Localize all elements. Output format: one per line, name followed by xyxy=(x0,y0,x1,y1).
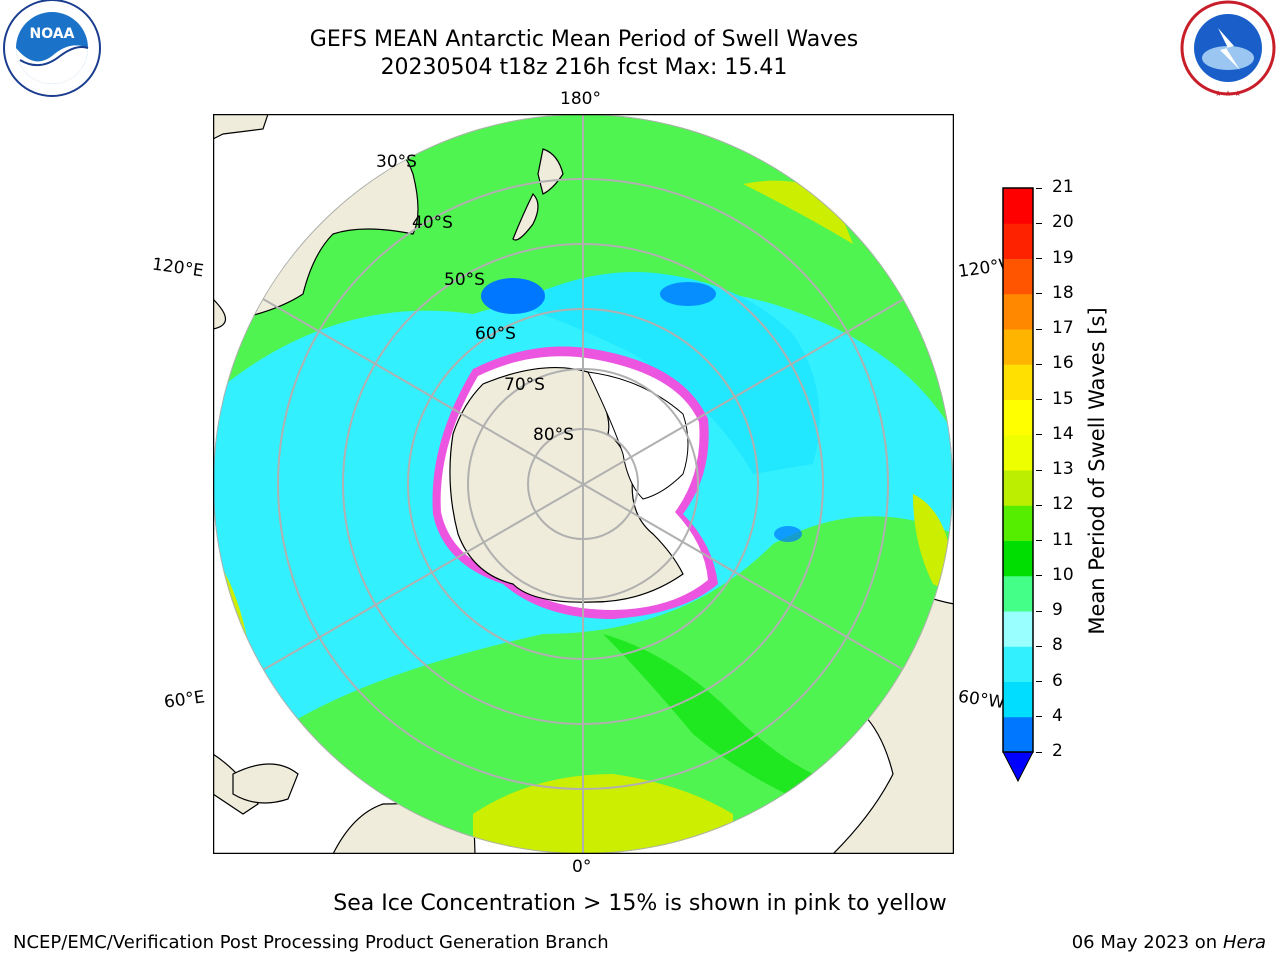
svg-text:NOAA: NOAA xyxy=(30,26,75,42)
title-line1: GEFS MEAN Antarctic Mean Period of Swell… xyxy=(309,27,859,52)
colorbar xyxy=(1002,187,1034,783)
lat-label-30s: 30°S xyxy=(376,152,417,172)
lon-label-60e: 60°E xyxy=(162,687,207,713)
colorbar-tick-label: 18 xyxy=(1052,282,1074,303)
colorbar-segment xyxy=(1003,611,1033,647)
colorbar-segment xyxy=(1003,505,1033,541)
colorbar-tick-mark xyxy=(1036,222,1042,224)
colorbar-tick-mark xyxy=(1036,716,1042,718)
lat-label-60s: 60°S xyxy=(475,324,516,344)
colorbar-tick-label: 14 xyxy=(1052,423,1074,444)
footer-date: 06 May 2023 on Hera xyxy=(1072,932,1266,953)
colorbar-tick-mark xyxy=(1036,469,1042,471)
colorbar-tick-mark xyxy=(1036,575,1042,577)
colorbar-tick-label: 19 xyxy=(1052,247,1074,268)
colorbar-tick-label: 10 xyxy=(1052,564,1074,585)
colorbar-tick-mark xyxy=(1036,610,1042,612)
colorbar-tick-label: 8 xyxy=(1052,635,1063,656)
colorbar-tick-mark xyxy=(1036,399,1042,400)
colorbar-segment xyxy=(1003,646,1033,682)
colorbar-tick-mark xyxy=(1036,258,1042,259)
colorbar-segment xyxy=(1003,434,1033,471)
colorbar-tick-mark xyxy=(1036,293,1042,295)
colorbar-tick-label: 15 xyxy=(1052,388,1074,409)
colorbar-segment xyxy=(1003,716,1033,753)
colorbar-tick-mark xyxy=(1036,363,1042,365)
colorbar-tick-mark xyxy=(1036,645,1042,647)
lat-label-50s: 50°S xyxy=(444,270,485,290)
svg-text:★ ★ ★: ★ ★ ★ xyxy=(1215,89,1242,98)
colorbar-tick-label: 11 xyxy=(1052,529,1074,550)
footer-date-text: 06 May 2023 on xyxy=(1071,932,1218,953)
footer-machine: Hera xyxy=(1222,932,1266,953)
colorbar-tick-label: 2 xyxy=(1052,741,1063,761)
colorbar-label: Mean Period of Swell Waves [s] xyxy=(1085,307,1109,635)
colorbar-segment xyxy=(1003,223,1033,259)
colorbar-segment xyxy=(1003,364,1033,400)
colorbar-tick-label: 9 xyxy=(1052,600,1063,620)
colorbar-tick-label: 17 xyxy=(1052,318,1074,338)
colorbar-tick-label: 12 xyxy=(1052,494,1074,515)
footer-branch: NCEP/EMC/Verification Post Processing Pr… xyxy=(13,932,609,953)
colorbar-tick-label: 21 xyxy=(1052,177,1074,197)
colorbar-tick-label: 16 xyxy=(1052,353,1074,374)
colorbar-segment xyxy=(1003,293,1033,330)
colorbar-tick-mark xyxy=(1036,751,1042,753)
lon-label-120e: 120°E xyxy=(150,254,205,282)
colorbar-segment xyxy=(1003,188,1033,224)
colorbar-tick-mark xyxy=(1036,540,1042,541)
colorbar-tick-mark xyxy=(1036,681,1042,682)
colorbar-segment xyxy=(1003,258,1033,295)
colorbar-tick-mark xyxy=(1036,434,1042,436)
footer-note: Sea Ice Concentration > 15% is shown in … xyxy=(333,891,947,916)
colorbar-tick-mark xyxy=(1036,504,1042,506)
lon-label-60w: 60°W xyxy=(956,686,1007,714)
title-line2: 20230504 t18z 216h fcst Max: 15.41 xyxy=(380,55,788,80)
nws-logo: ★ ★ ★ xyxy=(1180,0,1276,98)
lat-label-80s: 80°S xyxy=(533,425,574,445)
colorbar-segment xyxy=(1003,329,1033,365)
colorbar-tick-label: 13 xyxy=(1052,459,1074,479)
colorbar-tick-mark xyxy=(1036,328,1042,330)
lon-label-0: 0° xyxy=(572,857,592,877)
lat-label-40s: 40°S xyxy=(412,213,453,233)
colorbar-tick-label: 6 xyxy=(1052,670,1063,691)
colorbar-segment xyxy=(1003,681,1033,718)
colorbar-segment xyxy=(1003,399,1033,436)
colorbar-segment xyxy=(1003,540,1033,577)
colorbar-tick-label: 20 xyxy=(1052,212,1074,233)
colorbar-extend-arrow xyxy=(1002,751,1034,783)
colorbar-tick-label: 4 xyxy=(1052,705,1063,726)
polar-map xyxy=(213,114,954,854)
lat-label-70s: 70°S xyxy=(504,375,545,395)
noaa-logo: NOAA xyxy=(3,0,101,97)
colorbar-tick-mark xyxy=(1036,187,1042,189)
lon-label-180: 180° xyxy=(560,89,601,109)
colorbar-segment xyxy=(1003,575,1033,612)
colorbar-segment xyxy=(1003,470,1033,506)
